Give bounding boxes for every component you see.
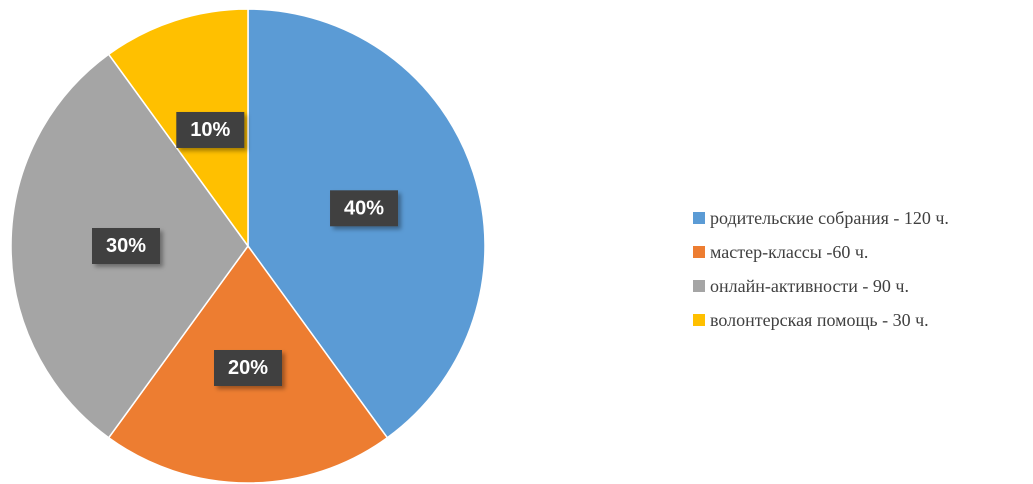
legend-swatch — [693, 280, 705, 292]
data-label-text: 30% — [106, 235, 146, 257]
data-label-box — [214, 350, 282, 386]
legend-swatch — [693, 246, 705, 258]
data-label-box — [330, 190, 399, 227]
data-label-box — [176, 111, 245, 148]
legend-label: онлайн-активности - 90 ч. — [710, 276, 909, 296]
legend-swatch — [693, 212, 705, 224]
data-label-text: 10% — [190, 119, 230, 141]
data-label: 40% — [330, 190, 399, 227]
data-label-box — [92, 228, 160, 264]
data-label: 20% — [214, 350, 282, 386]
data-label: 30% — [92, 228, 160, 264]
data-label-text: 40% — [344, 197, 384, 219]
legend-label: волонтерская помощь - 30 ч. — [710, 310, 929, 330]
data-label-text: 20% — [228, 357, 268, 379]
legend-swatch — [693, 314, 705, 326]
legend-label: мастер-классы -60 ч. — [710, 242, 868, 262]
legend-label: родительские собрания - 120 ч. — [710, 208, 949, 228]
data-label: 10% — [176, 111, 245, 148]
